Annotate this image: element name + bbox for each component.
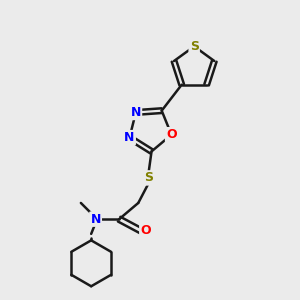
Text: O: O [140, 224, 151, 237]
Text: O: O [166, 128, 177, 141]
Text: N: N [124, 131, 135, 144]
Text: N: N [90, 213, 101, 226]
Text: S: S [190, 40, 199, 53]
Text: N: N [130, 106, 141, 119]
Text: S: S [144, 171, 153, 184]
